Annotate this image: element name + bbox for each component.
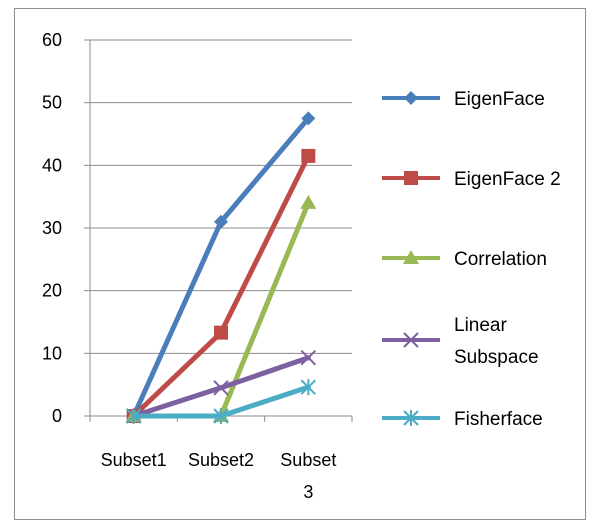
legend-marker	[403, 332, 419, 348]
legend-label: EigenFace 2	[454, 169, 561, 190]
data-point	[301, 111, 316, 126]
legend-label: Subspace	[454, 347, 539, 368]
legend-label: Correlation	[454, 249, 547, 270]
legend-item-eigenface-2: EigenFace 2	[382, 169, 561, 190]
legend-label: EigenFace	[454, 89, 545, 110]
y-tick-label: 50	[42, 93, 62, 113]
data-point	[125, 408, 142, 424]
legend-item-correlation: Correlation	[382, 249, 547, 270]
data-point	[214, 214, 228, 229]
series-eigenface-2	[126, 148, 316, 423]
legend-marker	[404, 171, 418, 185]
y-tick-label: 30	[42, 218, 62, 238]
y-tick-label: 10	[42, 343, 62, 363]
y-tick-label: 20	[42, 281, 62, 301]
data-point	[213, 408, 229, 424]
legend-item-linear-subspace: Linear Subspace	[382, 315, 539, 368]
y-tick-label: 60	[42, 30, 62, 50]
legend-label: Linear	[454, 315, 507, 336]
x-tick-label: Subset1	[101, 450, 167, 470]
legend-item-fisherface: Fisherface	[382, 409, 543, 430]
series-eigenface	[126, 111, 316, 423]
series-line	[131, 200, 311, 419]
series-line	[131, 153, 311, 419]
legend-marker	[403, 410, 419, 426]
legend-item-eigenface: EigenFace	[382, 89, 545, 110]
data-point	[300, 194, 317, 209]
data-point	[300, 379, 317, 396]
x-tick-label: 3	[303, 482, 313, 502]
data-point	[213, 380, 229, 396]
x-tick-label: Subset2	[188, 450, 254, 470]
x-tick-label: Subset	[280, 450, 336, 470]
chart-frame	[14, 8, 586, 520]
legend-marker	[404, 91, 418, 105]
legend-marker	[403, 250, 419, 264]
legend-label: Fisherface	[454, 409, 543, 430]
data-point	[300, 350, 317, 366]
y-tick-label: 0	[52, 406, 62, 426]
data-point	[214, 325, 228, 340]
data-point	[301, 148, 316, 163]
y-tick-label: 40	[42, 155, 62, 175]
series-fisherface	[125, 379, 317, 424]
